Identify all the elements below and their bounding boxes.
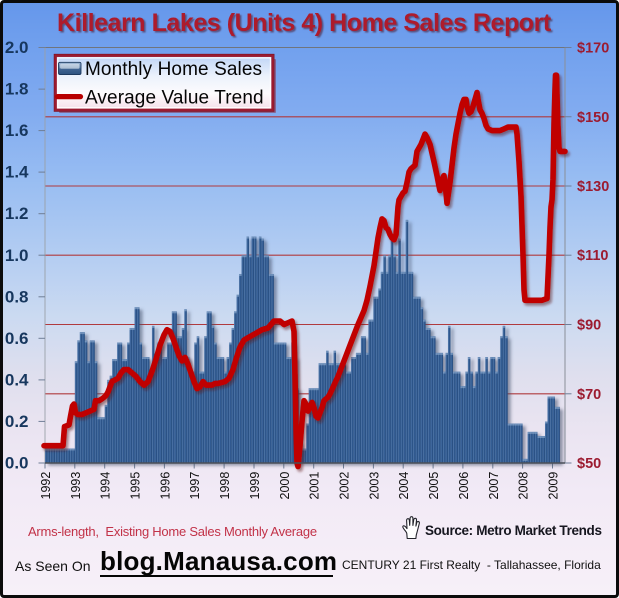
svg-text:1999: 1999 [248, 472, 262, 500]
svg-text:1993: 1993 [69, 472, 83, 500]
svg-text:2000: 2000 [278, 472, 292, 500]
svg-text:1.8: 1.8 [5, 80, 29, 99]
svg-text:0.4: 0.4 [5, 370, 29, 389]
svg-text:2002: 2002 [338, 472, 352, 500]
svg-text:2.0: 2.0 [5, 38, 29, 57]
svg-text:Average Value Trend: Average Value Trend [85, 88, 264, 109]
svg-text:1.0: 1.0 [5, 246, 29, 265]
svg-text:$70: $70 [577, 387, 601, 403]
svg-text:1.4: 1.4 [5, 163, 29, 182]
svg-text:1996: 1996 [158, 472, 172, 500]
svg-text:1994: 1994 [99, 472, 113, 500]
svg-text:0.2: 0.2 [5, 412, 29, 431]
svg-text:1998: 1998 [218, 472, 232, 500]
svg-text:2008: 2008 [517, 472, 531, 500]
svg-text:$130: $130 [577, 179, 609, 195]
svg-text:1.2: 1.2 [5, 204, 29, 223]
svg-text:1995: 1995 [129, 472, 143, 500]
svg-text:$150: $150 [577, 110, 609, 126]
svg-text:1992: 1992 [39, 472, 53, 500]
svg-text:0.0: 0.0 [5, 454, 29, 473]
svg-text:2007: 2007 [487, 472, 501, 500]
svg-text:2001: 2001 [308, 472, 322, 500]
svg-text:0.8: 0.8 [5, 287, 29, 306]
svg-text:$50: $50 [577, 456, 601, 472]
svg-text:$110: $110 [577, 248, 608, 264]
svg-text:1.6: 1.6 [5, 121, 29, 140]
svg-text:2005: 2005 [427, 472, 441, 500]
svg-text:2004: 2004 [397, 472, 411, 500]
svg-text:2003: 2003 [367, 472, 381, 500]
svg-text:2006: 2006 [457, 472, 471, 500]
svg-text:2009: 2009 [547, 472, 561, 500]
svg-text:$170: $170 [577, 41, 609, 57]
svg-text:1997: 1997 [188, 472, 202, 500]
svg-text:$90: $90 [577, 318, 601, 334]
svg-text:0.6: 0.6 [5, 329, 29, 348]
svg-text:Monthly Home Sales: Monthly Home Sales [85, 59, 262, 80]
